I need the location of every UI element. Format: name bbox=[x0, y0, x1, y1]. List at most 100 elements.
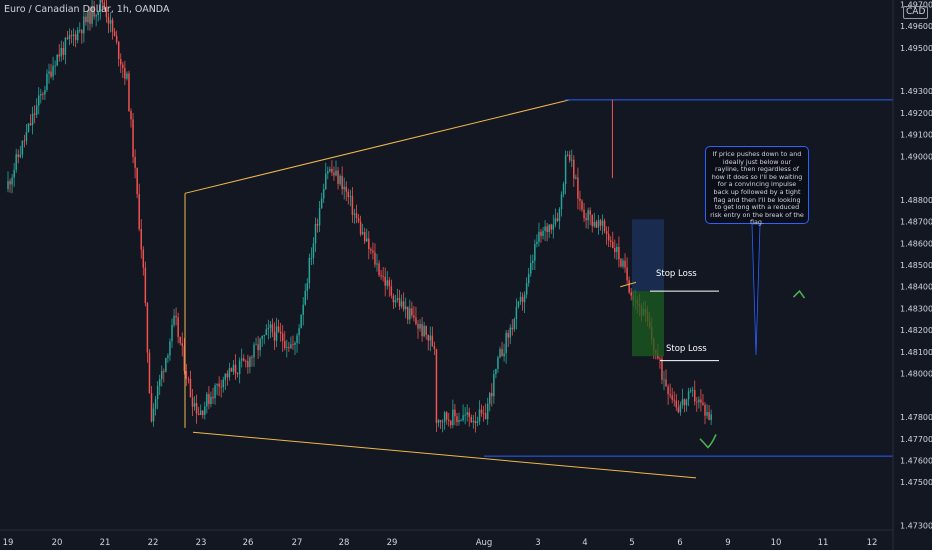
candle-body bbox=[577, 177, 579, 199]
candle-body bbox=[230, 368, 233, 372]
candle-body bbox=[349, 196, 352, 198]
candle-body bbox=[191, 397, 194, 407]
candle-body bbox=[279, 331, 282, 334]
candle-body bbox=[255, 344, 257, 346]
candle-body bbox=[597, 220, 600, 228]
candle-body bbox=[17, 154, 19, 158]
candle-body bbox=[327, 171, 329, 174]
candle-body bbox=[132, 119, 134, 157]
candle-body bbox=[300, 314, 302, 329]
candle-body bbox=[564, 155, 567, 185]
candle-body bbox=[566, 154, 569, 156]
candle-body bbox=[439, 420, 442, 422]
candle-body bbox=[452, 409, 454, 426]
candle-body bbox=[72, 34, 75, 36]
candle-body bbox=[197, 413, 200, 415]
candle-body bbox=[392, 295, 395, 303]
candle-body bbox=[704, 404, 706, 416]
candle-body bbox=[659, 358, 661, 360]
candle-body bbox=[462, 415, 464, 421]
candle-body bbox=[663, 379, 665, 381]
candle-body bbox=[245, 360, 247, 362]
candle-body bbox=[677, 407, 680, 413]
x-tick-label: 4 bbox=[582, 538, 587, 548]
candle-body bbox=[31, 113, 34, 126]
x-tick-label: 21 bbox=[100, 538, 111, 548]
candle-body bbox=[101, 0, 104, 3]
currency-badge[interactable]: CAD bbox=[903, 6, 929, 19]
candle-body bbox=[62, 47, 65, 55]
candle-body bbox=[679, 404, 682, 413]
candle-body bbox=[60, 47, 63, 57]
candle-body bbox=[29, 123, 32, 126]
y-tick-label: 1.47700 bbox=[900, 435, 932, 444]
candle-body bbox=[669, 394, 671, 396]
candle-body bbox=[552, 224, 555, 230]
candle-body bbox=[312, 243, 315, 258]
trendline-lower[interactable] bbox=[192, 431, 697, 479]
candle-body bbox=[185, 370, 188, 379]
projection-path[interactable] bbox=[699, 434, 717, 449]
y-tick-label: 1.48500 bbox=[900, 261, 932, 270]
candle-body bbox=[353, 213, 356, 215]
analysis-callout[interactable]: If price pushes down to and ideally just… bbox=[705, 146, 809, 226]
candle-body bbox=[263, 335, 265, 336]
y-tick-label: 1.49100 bbox=[900, 131, 932, 140]
candle-body bbox=[148, 352, 151, 394]
candle-body bbox=[169, 341, 171, 356]
candle-body bbox=[370, 249, 372, 251]
candle-body bbox=[302, 304, 304, 315]
candle-body bbox=[161, 371, 163, 380]
candle-body bbox=[234, 364, 237, 374]
x-tick-label: 12 bbox=[867, 538, 878, 548]
candle-body bbox=[345, 186, 347, 192]
candle-body bbox=[206, 394, 208, 407]
candle-body bbox=[240, 358, 243, 361]
candle-body bbox=[698, 399, 700, 403]
candle-body bbox=[542, 231, 544, 236]
candle-body bbox=[183, 345, 186, 371]
candle-body bbox=[683, 399, 686, 406]
candle-body bbox=[249, 357, 251, 368]
x-tick-label: 6 bbox=[677, 538, 682, 548]
y-tick-label: 1.49500 bbox=[900, 44, 932, 53]
candle-body bbox=[165, 357, 167, 372]
candle-body bbox=[89, 10, 91, 24]
candle-body bbox=[243, 358, 245, 361]
candle-body bbox=[85, 16, 87, 23]
candle-body bbox=[310, 257, 313, 259]
candle-body bbox=[52, 65, 54, 77]
candle-body bbox=[175, 315, 177, 318]
candle-body bbox=[691, 390, 694, 392]
candle-body bbox=[548, 224, 550, 233]
candle-body bbox=[376, 263, 378, 265]
candle-body bbox=[269, 324, 272, 328]
target-zone[interactable] bbox=[632, 219, 664, 292]
candle-body bbox=[398, 298, 401, 307]
y-tick-label: 1.47500 bbox=[900, 478, 932, 487]
trendline-upper[interactable] bbox=[184, 99, 570, 194]
candle-body bbox=[128, 73, 130, 111]
candle-body bbox=[193, 403, 196, 407]
candle-body bbox=[593, 221, 596, 227]
trendline-flag[interactable] bbox=[620, 281, 637, 288]
candle-body bbox=[540, 231, 542, 236]
candle-body bbox=[140, 229, 142, 250]
stop-zone[interactable] bbox=[632, 291, 664, 357]
candle-body bbox=[386, 280, 388, 286]
candle-body bbox=[314, 223, 317, 244]
candle-body bbox=[417, 324, 419, 329]
stop-loss-label-upper[interactable]: Stop Loss bbox=[656, 269, 697, 279]
candle-body bbox=[343, 186, 345, 190]
candle-body bbox=[329, 168, 331, 172]
candle-body bbox=[232, 364, 235, 372]
candle-body bbox=[609, 240, 612, 243]
price-axis[interactable]: 1.47300 1.47500 1.47600 1.47700 1.47800 1.480… bbox=[900, 0, 932, 530]
stop-loss-label-lower[interactable]: Stop Loss bbox=[666, 344, 707, 354]
candle-body bbox=[68, 35, 71, 39]
candle-body bbox=[124, 67, 126, 79]
time-axis[interactable]: 19 20 21 22 23 26 27 28 29 Aug 3 4 5 6 9 10 11 12 bbox=[3, 538, 878, 548]
candle-body bbox=[667, 386, 669, 395]
